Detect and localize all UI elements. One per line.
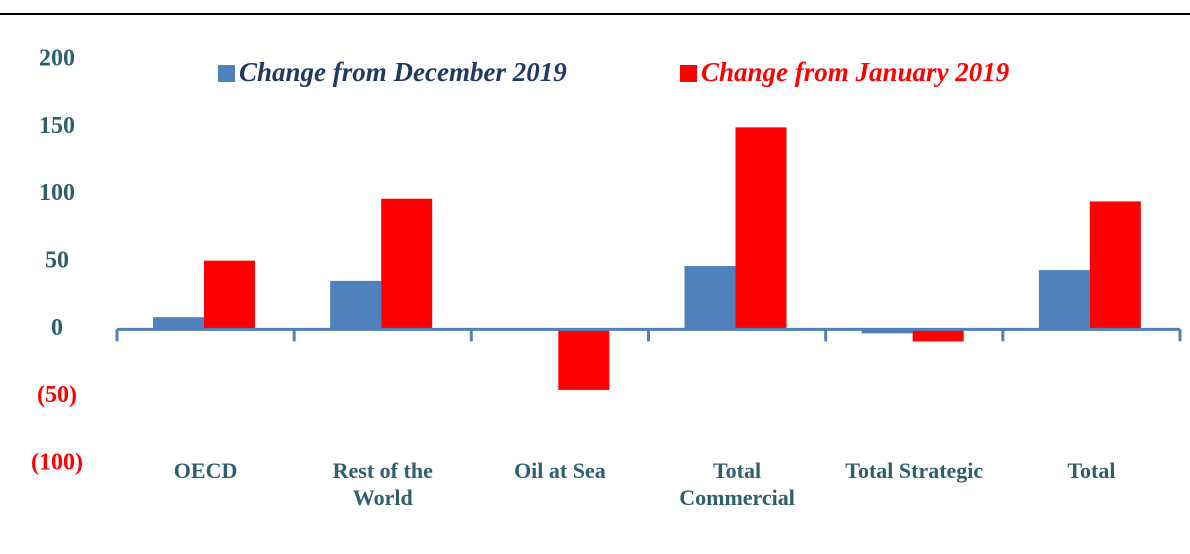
y-tick-label: 200 xyxy=(39,46,75,72)
legend-label: Change from January 2019 xyxy=(701,57,1010,87)
bar xyxy=(558,329,610,390)
bar xyxy=(684,266,736,330)
bar xyxy=(1038,270,1090,330)
y-tick-label: 50 xyxy=(45,248,69,274)
bar xyxy=(204,260,255,330)
y-tick-label: 0 xyxy=(51,315,63,341)
x-tick-label: Oil at Sea xyxy=(514,458,606,483)
x-tick-label: Total xyxy=(1067,458,1116,483)
y-tick-label: 100 xyxy=(39,180,75,206)
x-tick-label: OECD xyxy=(173,458,238,483)
y-tick-label: (100) xyxy=(31,450,83,476)
bar xyxy=(381,198,433,330)
y-tick-label: 150 xyxy=(39,113,75,139)
bar xyxy=(861,329,913,334)
x-tick-label: Total Strategic xyxy=(845,458,984,483)
bar xyxy=(912,329,964,342)
x-tick-label: Total Commercial xyxy=(679,458,795,510)
bar xyxy=(1089,201,1141,330)
legend-label: Change from December 2019 xyxy=(239,57,567,87)
legend-swatch xyxy=(218,65,235,82)
legend-swatch xyxy=(680,65,697,82)
x-tick-label: Rest of the World xyxy=(332,458,433,510)
bar xyxy=(330,280,382,330)
y-tick-label: (50) xyxy=(37,382,77,408)
bar xyxy=(153,317,204,330)
bar xyxy=(735,127,787,330)
